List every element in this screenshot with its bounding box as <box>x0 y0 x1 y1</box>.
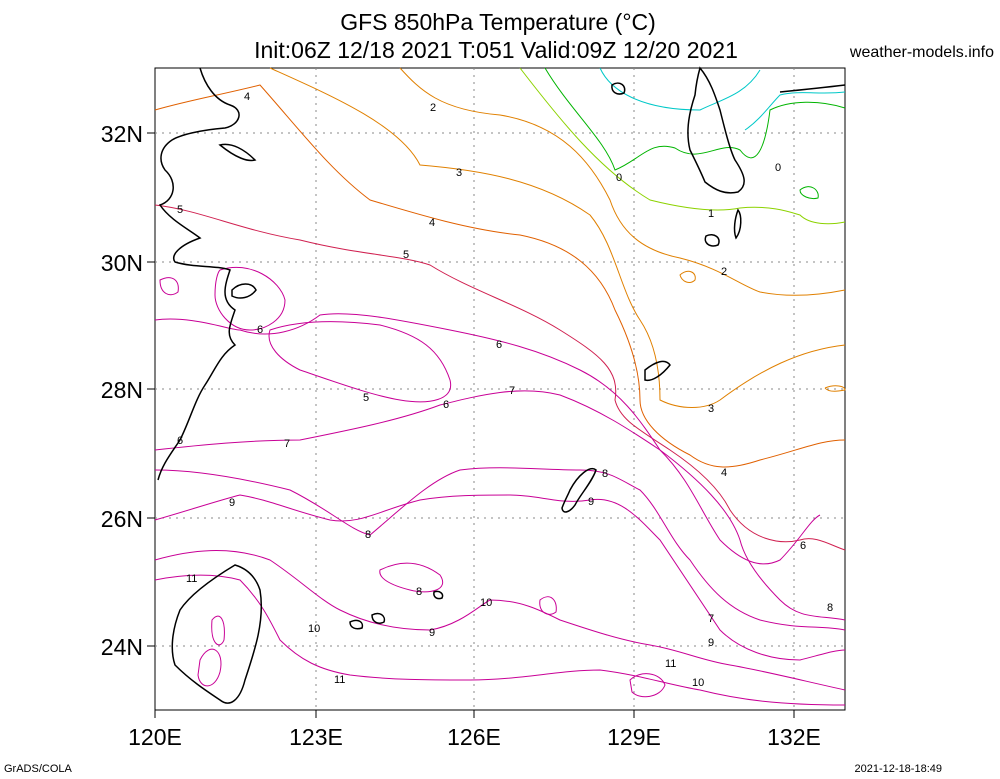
contour-label-5-b: 5 <box>403 249 409 261</box>
lat-label-32n: 32N <box>101 121 143 147</box>
contour-label-9-d: 9 <box>708 637 714 649</box>
contour-9-b <box>539 596 557 615</box>
contour-label-9-b: 9 <box>588 496 594 508</box>
yakushima <box>704 233 720 247</box>
contour-label-6-e: 6 <box>800 540 806 552</box>
contour-label-11-c: 11 <box>334 674 345 686</box>
japan-shikoku <box>779 84 846 93</box>
contour-8 <box>154 467 846 631</box>
contour-11 <box>154 574 846 706</box>
lat-label-30n: 30N <box>101 250 143 276</box>
contour-label-0-a: 0 <box>616 172 622 184</box>
contour-8-b <box>379 562 443 593</box>
contour-4 <box>154 84 846 468</box>
lon-label-123e: 123E <box>289 724 343 750</box>
zhoushan-islands <box>231 283 257 299</box>
contour-label-5-c: 5 <box>363 392 369 404</box>
contour-9 <box>154 494 846 661</box>
contour-label-6-d: 6 <box>177 435 183 447</box>
contour-label-0-b: 0 <box>775 162 781 174</box>
contour-label-8-a: 8 <box>602 468 608 480</box>
contour-label-9-a: 9 <box>229 497 235 509</box>
contour-label-4-a: 4 <box>244 91 250 103</box>
contour-label-7-c: 7 <box>708 613 714 625</box>
contour-label-10-a: 10 <box>480 597 492 609</box>
contour-label-6-b: 6 <box>496 339 502 351</box>
contour-6-b <box>268 321 452 403</box>
lat-label-24n: 24N <box>101 634 143 660</box>
render-timestamp: 2021-12-18-18:49 <box>854 763 942 775</box>
contour-label-9-c: 9 <box>429 627 435 639</box>
lat-axis <box>147 132 155 647</box>
contour-2 <box>399 67 846 296</box>
site-credit: weather-models.info <box>849 44 994 61</box>
lon-label-126e: 126E <box>447 724 501 750</box>
contour-0-b <box>799 186 819 199</box>
tanegashima <box>733 208 742 240</box>
contour-6-d <box>159 277 179 296</box>
contour-label-6-c: 6 <box>443 399 449 411</box>
contour-11-d <box>211 615 225 646</box>
contour-label-7-b: 7 <box>284 438 290 450</box>
contour-label-1-a: 1 <box>708 208 714 220</box>
contour-label-7-a: 7 <box>509 385 515 397</box>
jeju-area <box>611 82 626 95</box>
china-coast <box>157 67 240 481</box>
contour-1 <box>519 67 846 225</box>
contour-label-8-b: 8 <box>365 529 371 541</box>
lat-label-28n: 28N <box>101 377 143 403</box>
contour-7 <box>154 390 846 621</box>
contour-10 <box>154 550 846 691</box>
contour-label-2-a: 2 <box>430 102 436 114</box>
software-credit: GrADS/COLA <box>4 763 72 775</box>
contour-0 <box>544 67 846 171</box>
okinawa <box>561 468 597 513</box>
contour-label-10-b: 10 <box>308 623 320 635</box>
contour-3 <box>269 67 846 408</box>
contour-5 <box>154 204 846 551</box>
contour-label-11-b: 11 <box>665 658 676 670</box>
amami-oshima <box>644 360 671 382</box>
lon-label-120e: 120E <box>128 724 182 750</box>
contour-label-6-a: 6 <box>257 324 263 336</box>
miyako-island <box>433 590 444 600</box>
contour-11-b <box>629 673 666 698</box>
yaeyama-islands <box>349 612 386 630</box>
contour-label-2-b: 2 <box>721 266 727 278</box>
contour-11-c <box>197 648 222 687</box>
chongming-island <box>218 143 257 162</box>
lon-label-132e: 132E <box>767 724 821 750</box>
contour-label-8-c: 8 <box>416 586 422 598</box>
coastlines <box>157 66 846 704</box>
contour-6 <box>154 313 821 565</box>
lat-label-26n: 26N <box>101 506 143 532</box>
contour-label-10-c: 10 <box>692 677 704 689</box>
contour-label-4-c: 4 <box>721 467 727 479</box>
contour-label-8-d: 8 <box>827 602 833 614</box>
contour-0-teal-2 <box>744 91 846 131</box>
lon-label-129e: 129E <box>607 724 661 750</box>
contour-label-3-a: 3 <box>456 167 462 179</box>
chart-subtitle: Init:06Z 12/18 2021 T:051 Valid:09Z 12/2… <box>254 37 738 63</box>
contour-6-c <box>214 266 286 331</box>
lat-labels: 32N 30N 28N 26N 24N <box>101 121 143 660</box>
contour-label-11-a: 11 <box>186 573 197 585</box>
japan-kyushu <box>687 66 745 194</box>
contour-label-4-b: 4 <box>429 217 435 229</box>
contour-labels: 4 2 3 0 0 5 1 4 5 2 6 6 7 5 6 3 6 7 4 8 … <box>177 91 833 689</box>
contour-label-5-a: 5 <box>177 204 183 216</box>
contour-3-b <box>824 385 846 392</box>
chart-title: GFS 850hPa Temperature (°C) <box>340 9 656 35</box>
temperature-contours <box>154 67 846 706</box>
lon-axis <box>154 710 795 718</box>
lon-labels: 120E 123E 126E 129E 132E <box>128 724 821 750</box>
grid-lines <box>155 68 845 710</box>
contour-2-b <box>679 270 696 283</box>
taiwan-island <box>171 564 263 704</box>
contour-label-3-b: 3 <box>708 403 714 415</box>
